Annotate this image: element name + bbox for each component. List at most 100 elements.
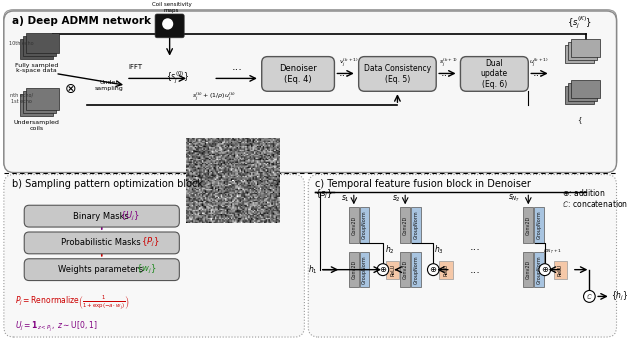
Text: ReLU: ReLU <box>444 264 449 276</box>
Text: Conv2D: Conv2D <box>526 216 531 235</box>
Text: Under
sampling: Under sampling <box>94 80 123 91</box>
Text: $\{s_j^{(0)}\}$: $\{s_j^{(0)}\}$ <box>166 70 189 86</box>
Text: $\{U_j\}$: $\{U_j\}$ <box>120 210 140 223</box>
Text: nth echo/
1st echo: nth echo/ 1st echo <box>10 93 33 104</box>
Text: $s_j^{(k+1)}$: $s_j^{(k+1)}$ <box>439 56 458 69</box>
FancyBboxPatch shape <box>524 252 533 287</box>
FancyBboxPatch shape <box>534 207 544 243</box>
FancyBboxPatch shape <box>349 207 358 243</box>
Text: b) Sampling pattern optimization block: b) Sampling pattern optimization block <box>12 179 203 190</box>
FancyBboxPatch shape <box>349 252 358 287</box>
Text: IFFT: IFFT <box>129 63 143 70</box>
Text: $\{$: $\{$ <box>577 115 582 125</box>
FancyBboxPatch shape <box>23 91 56 113</box>
Text: $\mathbb{C}$: concatenation: $\mathbb{C}$: concatenation <box>562 198 628 209</box>
Circle shape <box>377 264 388 276</box>
Text: Conv2D: Conv2D <box>403 260 408 279</box>
Text: ...: ... <box>532 69 543 78</box>
FancyBboxPatch shape <box>571 39 600 57</box>
Text: ReLU: ReLU <box>390 264 395 276</box>
Text: $s_j^{(k)}+(1/\rho)u_j^{(k)}$: $s_j^{(k)}+(1/\rho)u_j^{(k)}$ <box>192 90 236 103</box>
Text: Denoiser
(Eq. 4): Denoiser (Eq. 4) <box>278 64 316 84</box>
Text: Conv2D: Conv2D <box>351 216 356 235</box>
Text: $\{w_j\}$: $\{w_j\}$ <box>136 263 156 276</box>
FancyBboxPatch shape <box>568 42 597 60</box>
FancyBboxPatch shape <box>358 57 436 91</box>
Text: c) Temporal feature fusion block in Denoiser: c) Temporal feature fusion block in Deno… <box>315 179 531 190</box>
FancyBboxPatch shape <box>23 36 56 56</box>
FancyBboxPatch shape <box>360 207 369 243</box>
Text: GroupNorm: GroupNorm <box>362 211 367 239</box>
Text: $s_1$: $s_1$ <box>340 194 349 204</box>
Text: a) Deep ADMM network: a) Deep ADMM network <box>12 16 150 26</box>
FancyBboxPatch shape <box>571 80 600 98</box>
Text: GroupNorm: GroupNorm <box>536 255 541 284</box>
Text: 10th echo: 10th echo <box>9 41 34 46</box>
FancyBboxPatch shape <box>401 252 410 287</box>
Text: $\oplus$: $\oplus$ <box>429 265 437 274</box>
Text: $\{h_j\}$: $\{h_j\}$ <box>611 290 628 303</box>
Text: $u_j^{(k+1)}$: $u_j^{(k+1)}$ <box>529 56 549 69</box>
Text: ...: ... <box>470 242 481 252</box>
Text: $U_j = \mathbf{1}_{z < P_j},\ z \sim \mathrm{U}[0,1]$: $U_j = \mathbf{1}_{z < P_j},\ z \sim \ma… <box>15 319 97 334</box>
Text: GroupNorm: GroupNorm <box>362 255 367 284</box>
FancyBboxPatch shape <box>439 261 452 279</box>
Text: $\mathbb{C}$: $\mathbb{C}$ <box>586 292 593 301</box>
FancyBboxPatch shape <box>565 86 594 104</box>
FancyBboxPatch shape <box>26 88 59 110</box>
Text: ...: ... <box>232 61 243 72</box>
Text: GroupNorm: GroupNorm <box>413 255 419 284</box>
Text: Conv2D: Conv2D <box>526 260 531 279</box>
Circle shape <box>539 264 550 276</box>
Text: $\{s_j\}$: $\{s_j\}$ <box>315 188 333 201</box>
Text: GroupNorm: GroupNorm <box>536 211 541 239</box>
Text: Conv2D: Conv2D <box>351 260 356 279</box>
Text: GroupNorm: GroupNorm <box>413 211 419 239</box>
Text: $P_j = \mathrm{Renormalize}\left(\frac{1}{1+\exp(-a \cdot w_j)}\right)$: $P_j = \mathrm{Renormalize}\left(\frac{1… <box>15 294 129 312</box>
FancyBboxPatch shape <box>360 252 369 287</box>
Text: $\{P_j\}$: $\{P_j\}$ <box>141 236 159 250</box>
Text: Dual
update
(Eq. 6): Dual update (Eq. 6) <box>481 59 508 89</box>
FancyBboxPatch shape <box>24 259 179 281</box>
Text: $h_3$: $h_3$ <box>434 243 444 256</box>
Circle shape <box>163 19 173 29</box>
FancyBboxPatch shape <box>20 94 53 116</box>
Text: $h_1$: $h_1$ <box>308 263 318 276</box>
Text: $\oplus$: addition: $\oplus$: addition <box>562 188 606 198</box>
Text: Binary Masks: Binary Masks <box>72 212 131 221</box>
Text: Conv2D: Conv2D <box>403 216 408 235</box>
FancyBboxPatch shape <box>24 232 179 254</box>
FancyBboxPatch shape <box>4 11 616 173</box>
Text: Undersampled
coils: Undersampled coils <box>14 120 60 131</box>
FancyBboxPatch shape <box>155 14 184 38</box>
Text: ...: ... <box>339 69 349 78</box>
Text: ...: ... <box>440 69 451 78</box>
Text: Probabilistic Masks: Probabilistic Masks <box>61 238 143 248</box>
FancyBboxPatch shape <box>262 57 335 91</box>
Text: $s_{N_T}$: $s_{N_T}$ <box>508 193 520 204</box>
FancyBboxPatch shape <box>565 45 594 62</box>
FancyBboxPatch shape <box>534 252 544 287</box>
FancyBboxPatch shape <box>411 252 420 287</box>
FancyBboxPatch shape <box>411 207 420 243</box>
Text: Data Consistency
(Eq. 5): Data Consistency (Eq. 5) <box>364 64 431 84</box>
Text: Coil sensitivity
maps: Coil sensitivity maps <box>152 2 191 13</box>
Text: ...: ... <box>470 265 481 275</box>
Text: $h_{N_T+1}$: $h_{N_T+1}$ <box>543 246 562 256</box>
FancyBboxPatch shape <box>308 175 616 337</box>
Circle shape <box>584 291 595 302</box>
FancyBboxPatch shape <box>4 175 305 337</box>
Text: ReLU: ReLU <box>558 264 563 276</box>
FancyBboxPatch shape <box>24 205 179 227</box>
FancyBboxPatch shape <box>524 207 533 243</box>
FancyBboxPatch shape <box>4 10 616 170</box>
Text: $v_j^{(k+1)}$: $v_j^{(k+1)}$ <box>339 56 359 69</box>
FancyBboxPatch shape <box>568 83 597 101</box>
Text: $h_2$: $h_2$ <box>385 243 394 256</box>
Text: $\otimes$: $\otimes$ <box>63 82 76 96</box>
Text: $\oplus$: $\oplus$ <box>541 265 549 274</box>
Text: $\oplus$: $\oplus$ <box>379 265 387 274</box>
FancyBboxPatch shape <box>20 39 53 59</box>
FancyBboxPatch shape <box>401 207 410 243</box>
Text: Weights parameters: Weights parameters <box>58 265 146 274</box>
